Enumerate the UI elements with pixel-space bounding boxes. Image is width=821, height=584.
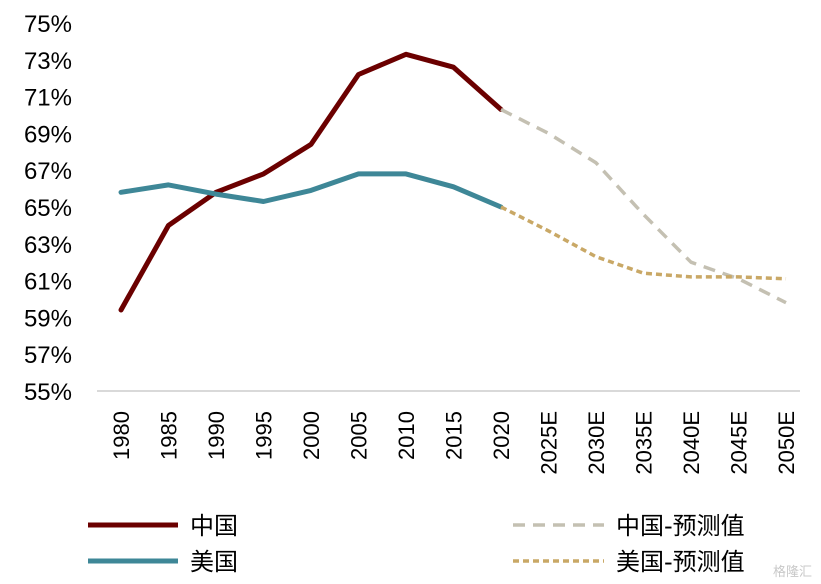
- y-tick-label: 71%: [24, 85, 72, 112]
- y-tick-label: 59%: [24, 305, 72, 332]
- series-line-1: [118, 171, 504, 210]
- series-line-3: [500, 205, 787, 281]
- y-tick-label: 75%: [24, 11, 72, 38]
- x-tick-label: 2045E: [727, 411, 752, 475]
- x-tick-label: 1990: [204, 411, 229, 460]
- series-line-0: [118, 51, 504, 313]
- y-tick-label: 73%: [24, 48, 72, 75]
- x-tick-label: 2025E: [537, 411, 562, 475]
- series-lines: [118, 51, 787, 313]
- y-tick-label: 67%: [24, 158, 72, 185]
- y-tick-label: 55%: [24, 379, 72, 406]
- y-tick-label: 61%: [24, 269, 72, 296]
- legend-label: 中国-预测值: [616, 512, 745, 540]
- x-tick-label: 2050E: [774, 411, 799, 475]
- y-tick-label: 63%: [24, 232, 72, 259]
- x-tick-label: 1980: [109, 411, 134, 460]
- x-tick-label: 1985: [157, 411, 182, 460]
- x-tick-label: 2040E: [679, 411, 704, 475]
- y-tick-label: 65%: [24, 195, 72, 222]
- legend-label: 美国: [190, 548, 238, 576]
- x-tick-label: 2015: [442, 411, 467, 460]
- legend-label: 美国-预测值: [616, 548, 745, 576]
- y-tick-label: 57%: [24, 342, 72, 369]
- x-tick-label: 1995: [252, 411, 277, 460]
- x-tick-label: 2010: [394, 411, 419, 460]
- x-tick-label: 2005: [347, 411, 372, 460]
- watermark-text: 格隆汇: [773, 564, 812, 580]
- y-axis-ticks: 55% 57% 59% 61% 63% 65% 67% 69% 71% 73% 75%: [24, 11, 72, 406]
- x-tick-label: 2000: [299, 411, 324, 460]
- x-tick-label: 2020: [489, 411, 514, 460]
- y-tick-label: 69%: [24, 121, 72, 148]
- x-tick-label: 2030E: [584, 411, 609, 475]
- x-tick-label: 2035E: [632, 411, 657, 475]
- legend-label: 中国: [190, 512, 238, 540]
- x-axis-ticks: 1980 1985 1990 1995 2000 2005 2010 2015 2020 2025…: [109, 411, 799, 475]
- series-line-2: [500, 107, 787, 305]
